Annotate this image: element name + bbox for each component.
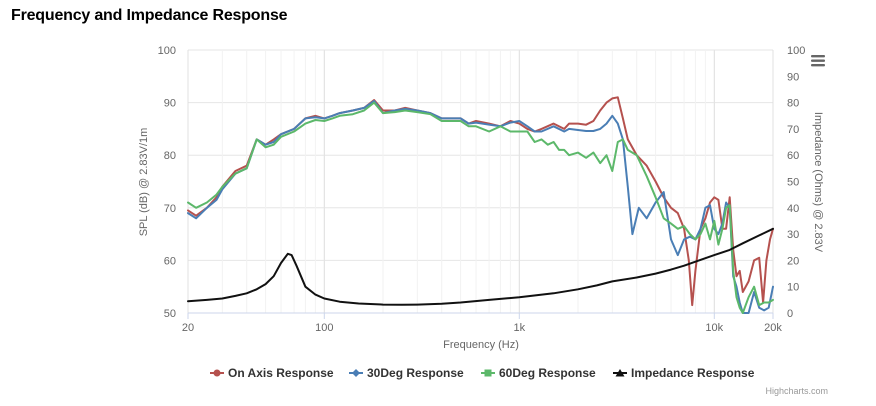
hamburger-menu-icon — [811, 55, 825, 67]
y-right-tick-label: 70 — [787, 124, 799, 136]
y-right-tick-label: 60 — [787, 150, 799, 162]
legend-item-3[interactable]: Impedance Response — [613, 366, 755, 380]
x-tick-label: 1k — [513, 322, 525, 334]
legend-item-1[interactable]: 30Deg Response — [349, 366, 464, 380]
grid-layer — [187, 49, 774, 314]
legend-marker-triangle-icon — [615, 369, 625, 377]
y-axis-right-title: Impedance (Ohms) @ 2.83V — [812, 112, 824, 253]
legend-item-2[interactable]: 60Deg Response — [481, 366, 596, 380]
credits-link[interactable]: Highcharts.com — [765, 386, 828, 396]
label-layer: 50 60 70 80 90 100 0 10 20 30 40 50 60 70 80 90 100 20 100… — [158, 45, 806, 334]
legend-label: 60Deg Response — [499, 366, 596, 380]
y-left-tick-label: 70 — [164, 203, 176, 215]
y-right-tick-label: 0 — [787, 308, 793, 320]
y-right-tick-label: 50 — [787, 177, 799, 189]
y-right-tick-label: 80 — [787, 98, 799, 110]
legend-marker-square-icon — [484, 369, 492, 377]
y-left-tick-label: 60 — [164, 255, 176, 267]
x-tick-label: 100 — [315, 322, 333, 334]
legend-label: Impedance Response — [631, 366, 755, 380]
y-left-tick-label: 80 — [164, 150, 176, 162]
series-line-2[interactable] — [187, 101, 774, 314]
page-title: Frequency and Impedance Response — [11, 7, 288, 24]
series-line-1[interactable] — [187, 100, 774, 314]
x-tick-label: 20 — [182, 322, 194, 334]
x-tick-label: 10k — [705, 322, 723, 334]
y-left-tick-label: 90 — [164, 98, 176, 110]
legend-label: 30Deg Response — [367, 366, 464, 380]
y-right-tick-label: 40 — [787, 203, 799, 215]
y-right-tick-label: 20 — [787, 255, 799, 267]
y-left-tick-label: 100 — [158, 45, 176, 57]
legend-marker-circle-icon — [213, 369, 221, 377]
series-line-3[interactable] — [187, 227, 774, 306]
y-axis-left-title: SPL (dB) @ 2.83V/1m — [138, 128, 150, 237]
y-left-tick-label: 50 — [164, 308, 176, 320]
legend-item-0[interactable]: On Axis Response — [210, 366, 334, 380]
legend-marker-diamond-icon — [352, 369, 360, 377]
series-layer — [187, 96, 774, 314]
y-right-tick-label: 30 — [787, 229, 799, 241]
y-right-tick-label: 90 — [787, 71, 799, 83]
legend-label: On Axis Response — [228, 366, 334, 380]
chart-menu-button[interactable] — [807, 51, 829, 71]
legend: On Axis Response 30Deg Response 60Deg Resp… — [210, 366, 755, 380]
y-right-tick-label: 100 — [787, 45, 805, 57]
x-axis-title: Frequency (Hz) — [443, 339, 519, 351]
y-right-tick-label: 10 — [787, 282, 799, 294]
axis-layer — [187, 312, 774, 319]
x-tick-label: 20k — [764, 322, 782, 334]
